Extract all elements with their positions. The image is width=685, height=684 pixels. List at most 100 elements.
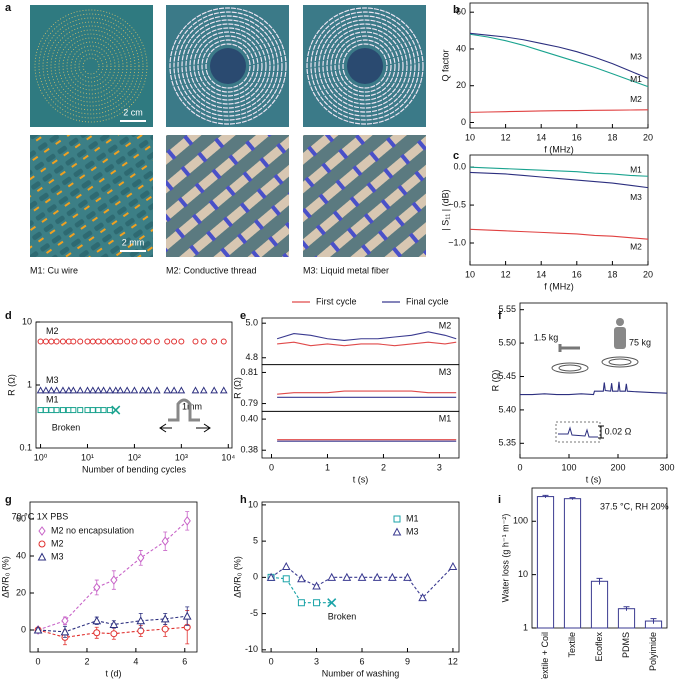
- inset-box: [555, 421, 601, 443]
- y-tick-label: 0.81: [240, 367, 258, 377]
- coil-ring: [330, 31, 400, 101]
- x-tick-label: 12: [501, 132, 511, 142]
- panel-label: f: [498, 310, 502, 322]
- x-tick-label: 12: [448, 656, 458, 666]
- y-tick-label: -5: [250, 608, 258, 618]
- series-line: [469, 228, 649, 240]
- x-tick-label: 3: [437, 462, 442, 472]
- coil-ring: [193, 31, 263, 101]
- marker: [38, 526, 46, 536]
- x-tick-label: 14: [536, 132, 546, 142]
- marker: [106, 338, 113, 345]
- marker: [59, 407, 66, 414]
- coil-ring: [169, 7, 287, 125]
- y-tick-label: 10: [518, 569, 528, 579]
- marker: [100, 338, 107, 345]
- y-tick-label: 10: [248, 499, 258, 509]
- series-label: M2: [630, 241, 642, 251]
- plot-frame: [261, 364, 460, 412]
- coil-ring: [314, 15, 416, 117]
- coil-ring: [46, 21, 136, 111]
- x-tick-label: 10: [465, 269, 475, 279]
- marker: [100, 407, 107, 414]
- y-axis-label: Water loss (g h⁻¹ m⁻²): [500, 514, 510, 603]
- x-tick-label: 18: [607, 269, 617, 279]
- photo-panel: a 2 cm 2 mm M1: Cu wire M2: Conductive t…: [5, 2, 426, 275]
- x-tick-label: 3: [314, 656, 319, 666]
- y-axis-label: ΔR/R₀ (%): [0, 556, 10, 598]
- marker: [342, 572, 352, 581]
- marker: [42, 338, 49, 345]
- marker: [152, 386, 161, 394]
- plot-frame: [519, 302, 668, 459]
- x-tick-label: 14: [536, 269, 546, 279]
- x-axis-label: Number of washing: [322, 668, 400, 678]
- y-tick-label: 20: [456, 80, 466, 90]
- panel-label: i: [498, 494, 501, 506]
- y-axis-label: R (Ω): [6, 374, 16, 396]
- x-tick-label: 18: [607, 132, 617, 142]
- coil-ring: [326, 27, 404, 105]
- legend-label: M1: [406, 513, 419, 523]
- plot-frame: [29, 501, 198, 653]
- caption: M3: Liquid metal fiber: [303, 265, 389, 275]
- series-line: [469, 32, 649, 79]
- marker: [418, 593, 427, 602]
- coil-ring: [189, 27, 267, 105]
- marker: [88, 386, 97, 394]
- marker: [37, 407, 44, 414]
- panel-label: g: [5, 494, 12, 506]
- y-axis-label: | S₁₁ | (dB): [440, 189, 450, 230]
- sketch: [601, 356, 639, 368]
- y-tick-label: 5: [253, 536, 258, 546]
- x-axis-label: Number of bending cycles: [82, 464, 187, 474]
- inset-line: [558, 426, 598, 438]
- y-tick-label: 5.45: [498, 371, 516, 381]
- x-tick-label: 0: [36, 656, 41, 666]
- scale-label: 2 cm: [123, 107, 143, 117]
- panel-label: e: [240, 310, 246, 322]
- y-tick-label: 60: [16, 513, 26, 523]
- marker: [77, 338, 84, 345]
- legend-swatch: [37, 552, 47, 561]
- marker: [93, 629, 101, 637]
- plot-frame: [469, 2, 649, 129]
- marker: [403, 572, 412, 581]
- marker: [76, 386, 85, 394]
- series-label: M1: [46, 394, 59, 404]
- y-tick-label: 1: [27, 379, 32, 389]
- y-tick-label: 0.0: [453, 162, 466, 172]
- sketch: [598, 425, 604, 439]
- series-label: M2: [630, 94, 642, 104]
- annotation: 1mm: [182, 401, 202, 411]
- y-tick-label: 5.35: [498, 438, 516, 448]
- marker: [387, 572, 397, 581]
- panel-label: a: [5, 2, 12, 14]
- marker: [170, 386, 178, 394]
- marker: [36, 386, 45, 394]
- marker: [327, 572, 337, 581]
- x-tick-label: 100: [561, 462, 576, 472]
- marker: [110, 575, 118, 585]
- series-label: M3: [630, 192, 642, 202]
- annotation: 0.02 Ω: [605, 426, 632, 436]
- annotation: 1.5 kg: [534, 332, 559, 342]
- error-bar: [596, 577, 603, 585]
- coil-ring: [334, 35, 396, 97]
- x-tick-label: Polyimide: [648, 632, 658, 671]
- marker: [77, 407, 84, 414]
- legend-label: Final cycle: [406, 296, 449, 306]
- x-tick-label: 10²: [128, 452, 141, 462]
- sketch: [608, 358, 632, 366]
- marker: [144, 386, 153, 394]
- sketch: [558, 344, 580, 352]
- coil-ring: [173, 11, 283, 121]
- legend-label: First cycle: [316, 296, 357, 306]
- marker: [47, 386, 56, 394]
- marker: [177, 386, 186, 394]
- x-tick-label: 2: [381, 462, 386, 472]
- marker: [161, 536, 169, 547]
- coil-ring: [197, 35, 259, 97]
- coil-ring: [181, 19, 275, 113]
